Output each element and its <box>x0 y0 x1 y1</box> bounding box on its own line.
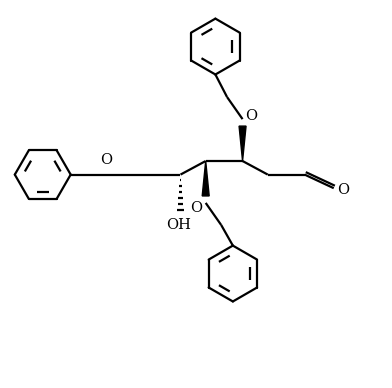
Text: O: O <box>191 201 203 215</box>
Polygon shape <box>239 126 246 161</box>
Text: O: O <box>100 153 112 167</box>
Text: O: O <box>245 109 257 123</box>
Text: O: O <box>338 183 350 197</box>
Text: OH: OH <box>166 218 191 232</box>
Polygon shape <box>202 161 209 196</box>
